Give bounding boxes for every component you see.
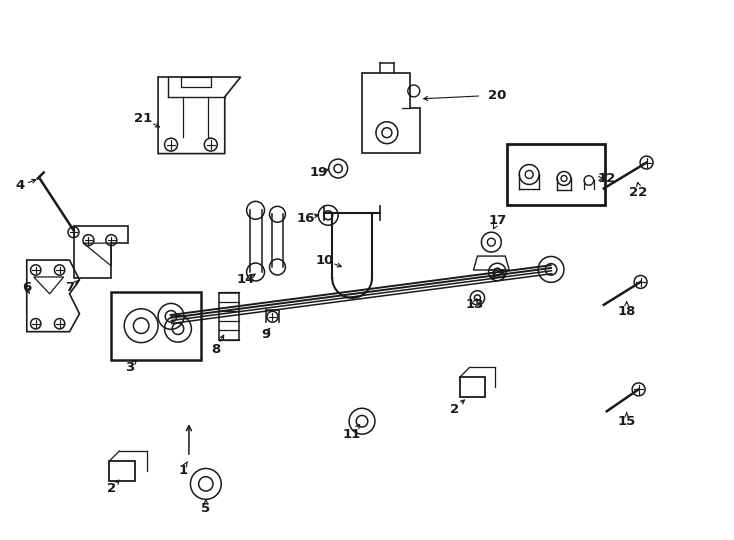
Text: 9: 9	[261, 328, 270, 341]
Text: 15: 15	[617, 415, 636, 428]
Text: 17: 17	[488, 214, 506, 227]
Bar	[459, 377, 485, 397]
Text: 13: 13	[488, 268, 506, 281]
Text: 22: 22	[630, 186, 647, 199]
Text: 18: 18	[617, 305, 636, 318]
Text: 16: 16	[296, 212, 314, 225]
Text: 12: 12	[597, 172, 616, 185]
Text: 19: 19	[309, 166, 327, 179]
Text: 4: 4	[15, 179, 24, 192]
Text: 21: 21	[134, 112, 152, 125]
Text: 10: 10	[316, 254, 335, 267]
Bar	[507, 144, 605, 205]
Text: 2: 2	[106, 482, 116, 495]
Bar	[112, 292, 201, 360]
Bar	[109, 461, 135, 481]
Text: 1: 1	[178, 464, 187, 477]
Text: 5: 5	[201, 502, 211, 515]
Text: 20: 20	[488, 90, 506, 103]
Text: 7: 7	[65, 281, 74, 294]
Text: 8: 8	[211, 343, 220, 356]
Text: 2: 2	[450, 403, 459, 416]
Text: 14: 14	[236, 273, 255, 286]
Text: 3: 3	[125, 361, 134, 374]
Text: 13: 13	[465, 298, 484, 312]
Text: 11: 11	[343, 428, 361, 441]
Text: 6: 6	[22, 281, 32, 294]
